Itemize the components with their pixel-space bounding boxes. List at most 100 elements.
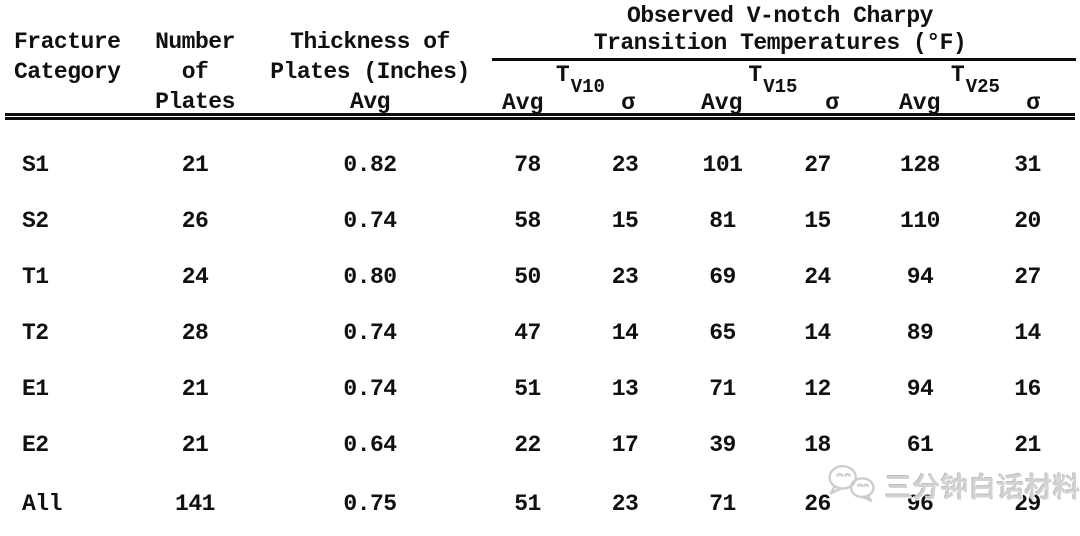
cell-v15-avg: 71 (709, 491, 736, 517)
subheader-tv10: TV10 Avg σ (480, 62, 675, 116)
cell-v25-avg: 94 (906, 376, 934, 402)
charpy-subheaders: TV10 Avg σ TV15 Avg σ TV25 Avg σ (480, 62, 1080, 116)
cell-v15-avg: 71 (709, 376, 736, 402)
cell-v10-sigma: 13 (611, 376, 639, 402)
cell-v15-sigma: 26 (804, 491, 831, 517)
tv25-symbol: TV25 (950, 62, 1000, 98)
cell-v25-avg: 89 (906, 320, 934, 346)
cell-v10-sigma: 14 (611, 320, 639, 346)
cell-thickness: 0.82 (343, 152, 397, 178)
cell-v15-avg: 81 (709, 208, 736, 234)
subheader-tv25: TV25 Avg σ (865, 62, 1080, 116)
cell-v15-sigma: 27 (804, 152, 831, 178)
header-charpy-group: Observed V-notch Charpy Transition Tempe… (480, 3, 1080, 116)
table-row-all: All 141 0.75 51 23 71 26 96 29 (0, 473, 1080, 535)
cell-category: S2 (22, 208, 49, 234)
cell-category: E1 (22, 376, 49, 402)
cell-v25-sigma: 27 (1014, 264, 1041, 290)
cell-v25-avg: 94 (906, 264, 934, 290)
tv10-avg-label: Avg (502, 90, 544, 116)
cell-v15-sigma: 18 (804, 432, 831, 458)
tv25-sigma-label: σ (1026, 90, 1040, 116)
table-row: S1 21 0.82 78 23 101 27 128 31 (0, 137, 1080, 193)
header-line: Fracture (14, 29, 121, 55)
table-row: S2 26 0.74 58 15 81 15 110 20 (0, 193, 1080, 249)
cell-n-plates: 24 (181, 264, 209, 290)
header-fracture-category: Fracture Category (14, 27, 148, 87)
cell-v15-avg: 101 (702, 152, 743, 178)
cell-n-plates: 21 (181, 432, 209, 458)
cell-thickness: 0.64 (343, 432, 397, 458)
header-thickness: Thickness of Plates (Inches) Avg (260, 27, 480, 117)
charpy-title-line2: Transition Temperatures (°F) (593, 30, 967, 56)
cell-v25-sigma: 14 (1014, 320, 1041, 346)
cell-thickness: 0.80 (343, 264, 397, 290)
cell-v15-sigma: 12 (804, 376, 831, 402)
cell-v25-sigma: 21 (1014, 432, 1041, 458)
cell-v10-sigma: 23 (611, 491, 639, 517)
cell-v10-sigma: 15 (611, 208, 639, 234)
header-rule (5, 113, 1075, 120)
cell-v25-sigma: 20 (1014, 208, 1041, 234)
spacer-row (0, 120, 1080, 137)
cell-category: E2 (22, 432, 49, 458)
cell-v10-avg: 51 (514, 376, 541, 402)
cell-v10-avg: 22 (514, 432, 541, 458)
cell-v10-avg: 58 (514, 208, 541, 234)
header-line: Number (155, 29, 235, 55)
cell-v10-avg: 47 (514, 320, 541, 346)
cell-category: S1 (22, 152, 49, 178)
cell-v15-sigma: 24 (804, 264, 831, 290)
cell-thickness: 0.75 (343, 491, 397, 517)
header-line: Category (14, 59, 121, 85)
cell-v25-sigma: 16 (1014, 376, 1041, 402)
header-line: of (181, 59, 209, 85)
cell-v25-avg: 61 (906, 432, 934, 458)
cell-v15-sigma: 15 (804, 208, 831, 234)
cell-v15-avg: 39 (709, 432, 736, 458)
table-header: Fracture Category Number of Plates Thick… (0, 0, 1080, 116)
table-row: T1 24 0.80 50 23 69 24 94 27 (0, 249, 1080, 305)
tv10-symbol: TV10 (555, 62, 605, 98)
cell-v25-sigma: 29 (1014, 491, 1041, 517)
charpy-title-line1: Observed V-notch Charpy (627, 3, 933, 29)
cell-v25-avg: 128 (900, 152, 940, 178)
cell-thickness: 0.74 (343, 208, 397, 234)
header-line: Thickness of (290, 29, 450, 55)
cell-n-plates: 28 (181, 320, 209, 346)
cell-n-plates: 21 (181, 376, 209, 402)
cell-category: All (22, 491, 62, 517)
cell-v25-avg: 110 (900, 208, 940, 234)
cell-v10-sigma: 17 (611, 432, 639, 458)
tv10-sigma-label: σ (621, 90, 635, 116)
charpy-underline (492, 58, 1076, 61)
cell-thickness: 0.74 (343, 320, 397, 346)
header-line: Avg (350, 89, 390, 115)
cell-v15-sigma: 14 (804, 320, 831, 346)
cell-v15-avg: 65 (709, 320, 736, 346)
chat-bubbles-logo (824, 463, 880, 508)
cell-v15-avg: 69 (709, 264, 736, 290)
subheader-tv15: TV15 Avg σ (675, 62, 865, 116)
cell-n-plates: 26 (181, 208, 209, 234)
cell-v10-avg: 78 (514, 152, 541, 178)
table-row: T2 28 0.74 47 14 65 14 89 14 (0, 305, 1080, 361)
cell-category: T1 (22, 264, 49, 290)
tv15-sigma-label: σ (825, 90, 839, 116)
tv25-avg-label: Avg (899, 90, 941, 116)
cell-n-plates: 21 (181, 152, 209, 178)
tv15-symbol: TV15 (748, 62, 798, 98)
tv15-avg-label: Avg (701, 90, 743, 116)
cell-n-plates: 141 (175, 491, 215, 517)
table-row: E2 21 0.64 22 17 39 18 61 21 (0, 417, 1080, 473)
header-number-of-plates: Number of Plates (126, 27, 264, 117)
cell-thickness: 0.74 (343, 376, 397, 402)
watermark: 三分钟白话材料 (824, 463, 1080, 508)
cell-v10-sigma: 23 (611, 152, 639, 178)
cell-v25-avg: 96 (906, 491, 934, 517)
cell-v10-avg: 50 (514, 264, 541, 290)
table-row: E1 21 0.74 51 13 71 12 94 16 (0, 361, 1080, 417)
cell-v10-avg: 51 (514, 491, 541, 517)
cell-category: T2 (22, 320, 49, 346)
